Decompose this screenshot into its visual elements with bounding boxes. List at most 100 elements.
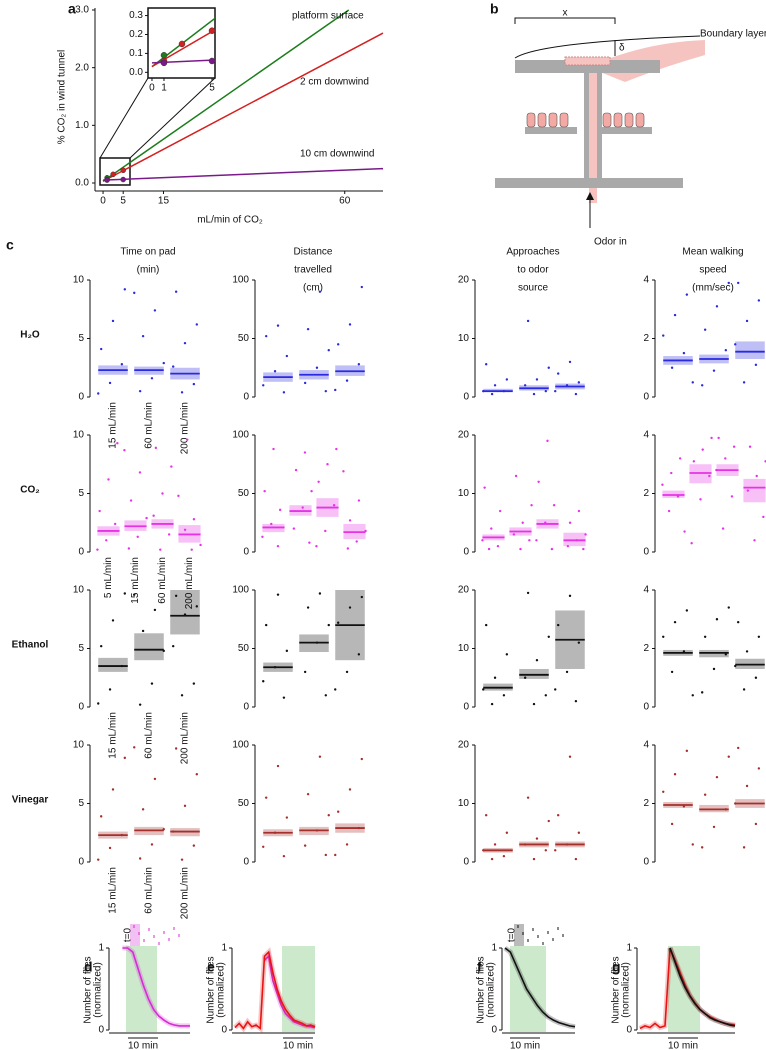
data-point bbox=[276, 544, 280, 548]
data-point bbox=[670, 670, 674, 674]
data-point bbox=[183, 528, 187, 531]
data-point bbox=[574, 392, 578, 396]
data-point bbox=[303, 451, 307, 454]
data-point bbox=[285, 816, 289, 819]
row-label: CO₂ bbox=[20, 485, 39, 496]
data-point bbox=[190, 548, 193, 551]
inset-y-tick-label: 0.2 bbox=[129, 29, 143, 40]
x-tick-label: 0 bbox=[100, 196, 106, 207]
y-tick-label: 0 bbox=[243, 702, 249, 713]
data-point bbox=[360, 595, 364, 599]
data-point bbox=[554, 688, 557, 691]
column-title: Distance bbox=[294, 247, 333, 258]
data-point bbox=[150, 377, 154, 380]
data-point bbox=[568, 594, 572, 598]
data-point bbox=[303, 670, 307, 674]
data-point bbox=[490, 857, 494, 861]
data-point bbox=[334, 853, 337, 857]
x-label: x bbox=[563, 8, 568, 19]
data-point bbox=[577, 641, 581, 644]
data-point bbox=[273, 370, 277, 373]
category-label: 60 mL/min bbox=[144, 867, 155, 914]
y-tick-label: 0 bbox=[643, 857, 649, 868]
delta-label: δ bbox=[619, 43, 625, 54]
data-point bbox=[691, 843, 694, 846]
data-point bbox=[535, 539, 538, 542]
data-point bbox=[742, 688, 746, 691]
data-point bbox=[667, 509, 671, 513]
y-tick-label: 1 bbox=[491, 943, 497, 954]
series-line bbox=[122, 947, 190, 1027]
data-point bbox=[167, 533, 171, 536]
data-point bbox=[171, 365, 175, 368]
column-title: Mean walking bbox=[682, 247, 743, 258]
data-point bbox=[138, 471, 142, 474]
data-point bbox=[547, 635, 550, 638]
stimulus-window bbox=[282, 946, 315, 1032]
inset-point bbox=[160, 52, 168, 59]
data-point bbox=[345, 379, 349, 382]
data-point bbox=[282, 696, 286, 699]
data-point bbox=[141, 629, 145, 633]
inset-point bbox=[160, 59, 168, 67]
y-tick-label: 20 bbox=[458, 275, 470, 286]
data-point bbox=[554, 389, 557, 393]
scale-bar-label: 10 min bbox=[283, 1041, 313, 1050]
y-tick-label: 20 bbox=[458, 585, 470, 596]
data-point bbox=[310, 489, 313, 493]
data-point bbox=[670, 471, 673, 475]
inset-point bbox=[208, 27, 216, 34]
data-point bbox=[177, 494, 180, 498]
data-point bbox=[199, 543, 202, 547]
data-point bbox=[292, 527, 296, 530]
shelf bbox=[525, 127, 577, 134]
y-axis-label: Number of flies bbox=[206, 956, 217, 1023]
data-point bbox=[678, 457, 682, 460]
data-point bbox=[133, 746, 136, 749]
y-tick-label: 0 bbox=[643, 392, 649, 403]
data-point bbox=[141, 808, 145, 811]
data-point bbox=[152, 514, 155, 517]
data-point bbox=[180, 694, 184, 697]
data-point bbox=[547, 819, 550, 823]
y-axis-label: % CO₂ in wind tunnel bbox=[57, 50, 68, 144]
column-title: to odor bbox=[517, 265, 549, 276]
inset-y-tick-label: 0.0 bbox=[129, 67, 143, 78]
category-label: 200 mL/min bbox=[180, 712, 191, 764]
data-point bbox=[498, 509, 502, 513]
data-point bbox=[745, 650, 749, 653]
category-label: 15 mL/min bbox=[108, 712, 119, 759]
series-line bbox=[103, 167, 384, 181]
data-point bbox=[673, 620, 677, 624]
y-tick-label: 0 bbox=[98, 1025, 104, 1036]
raster bbox=[514, 924, 524, 946]
data-point bbox=[306, 792, 310, 796]
zoom-connector bbox=[129, 77, 216, 159]
stimulus-window bbox=[510, 946, 546, 1032]
data-point bbox=[754, 363, 758, 367]
data-point bbox=[673, 773, 677, 776]
y-tick-label: 100 bbox=[232, 275, 249, 286]
y-axis-label: (normalized) bbox=[486, 962, 497, 1018]
data-point bbox=[345, 843, 349, 846]
data-point bbox=[262, 845, 265, 848]
y-tick-label: 0 bbox=[243, 547, 249, 558]
data-point bbox=[699, 498, 702, 501]
y-tick-label: 10 bbox=[458, 333, 470, 344]
data-point bbox=[360, 757, 364, 761]
y-tick-label: 50 bbox=[238, 333, 250, 344]
data-point bbox=[481, 539, 484, 542]
data-point bbox=[574, 699, 578, 703]
data-point bbox=[670, 366, 674, 369]
data-point bbox=[566, 544, 570, 548]
y-axis-label: (normalized) bbox=[93, 962, 104, 1018]
series-line bbox=[234, 950, 316, 1030]
x-tick-label: 5 bbox=[120, 196, 126, 207]
y-tick-label: 20 bbox=[458, 430, 470, 441]
category-label: 200 mL/min bbox=[180, 867, 191, 919]
panel-letter: f bbox=[477, 959, 482, 975]
odor-in-label: Odor in bbox=[594, 237, 627, 248]
t0-label: t=0 bbox=[123, 927, 134, 942]
fly-tubes bbox=[526, 112, 645, 128]
data-point bbox=[736, 746, 740, 750]
